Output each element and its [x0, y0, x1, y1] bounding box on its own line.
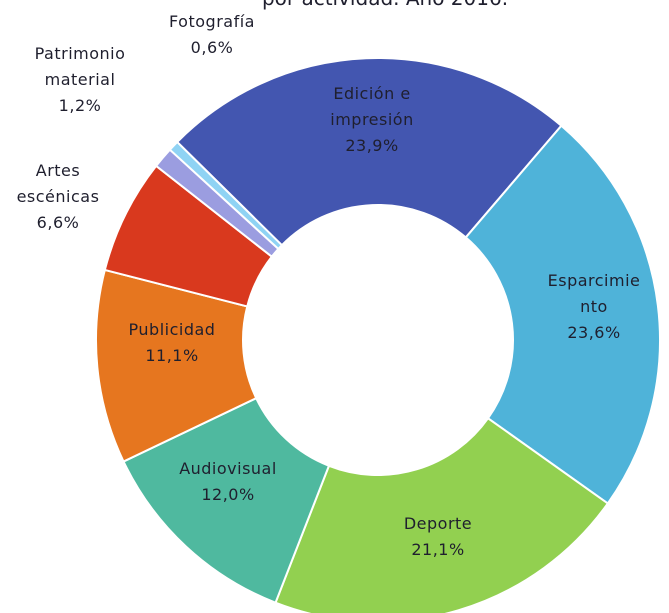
- category-label: Deporte: [403, 514, 473, 533]
- slice-label: Audiovisual 12,0%: [153, 456, 303, 508]
- donut-slice: [274, 416, 610, 613]
- donut-slice: [175, 57, 563, 247]
- donut-slice: [464, 124, 661, 505]
- category-label: Esparcimiento: [547, 271, 641, 316]
- value-label: 12,0%: [201, 485, 255, 504]
- slice-label: Edición e impresión 23,9%: [312, 81, 432, 159]
- slice-label: Publicidad 11,1%: [97, 317, 247, 369]
- category-label: Fotografía: [169, 12, 255, 31]
- value-label: 11,1%: [145, 346, 199, 365]
- value-label: 23,9%: [345, 136, 399, 155]
- slice-label: Artes escénicas 6,6%: [13, 158, 103, 236]
- donut-slice: [122, 396, 331, 605]
- category-label: Audiovisual: [179, 459, 277, 478]
- donut-slice: [168, 140, 284, 251]
- category-label: Artes escénicas: [16, 161, 100, 206]
- category-label: Edición e impresión: [330, 84, 414, 129]
- slice-label: Deporte 21,1%: [363, 511, 513, 563]
- donut-slice: [95, 268, 258, 463]
- slice-label: Patrimonio material 1,2%: [15, 41, 145, 119]
- value-label: 23,6%: [567, 323, 621, 342]
- slice-label: Fotografía 0,6%: [147, 9, 277, 61]
- value-label: 6,6%: [36, 213, 80, 232]
- slice-label: Esparcimiento 23,6%: [544, 268, 644, 346]
- value-label: 0,6%: [190, 38, 234, 57]
- value-label: 1,2%: [58, 96, 102, 115]
- value-label: 21,1%: [411, 540, 465, 559]
- category-label: Patrimonio material: [34, 44, 126, 89]
- chart-title: por actividad. Año 2016.: [0, 0, 669, 10]
- category-label: Publicidad: [128, 320, 216, 339]
